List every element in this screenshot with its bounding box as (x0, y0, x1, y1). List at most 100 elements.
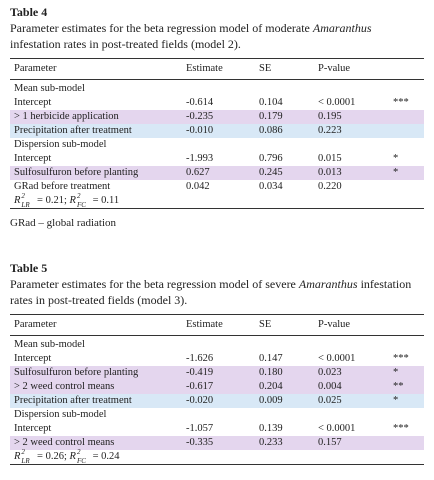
section-row: Mean sub-model (10, 82, 424, 96)
caption-text: infestation rates in post-treated fields… (10, 277, 412, 307)
stat-sub: FC (76, 201, 86, 209)
column-header: SE (259, 63, 272, 74)
cell: 0.042 (186, 181, 210, 192)
cell: * (393, 153, 399, 164)
stat-scripts: 2 LR (20, 448, 34, 465)
caption-text: Parameter estimates for the beta regress… (10, 21, 313, 35)
cell: 0.015 (318, 153, 342, 164)
table-caption: Parameter estimates for the beta regress… (10, 20, 424, 52)
cell: -0.419 (186, 367, 214, 378)
cell: 0.627 (186, 167, 210, 178)
column-header: P-value (318, 63, 351, 74)
header-row: Parameter Estimate SE P-value (10, 59, 424, 80)
cell: Intercept (14, 97, 52, 108)
cell: * (393, 367, 399, 378)
cell: 0.180 (259, 367, 283, 378)
data-row: GRad before treatment 0.042 0.034 0.220 (10, 180, 424, 194)
cell: 0.013 (318, 167, 342, 178)
cell: 0.223 (318, 125, 342, 136)
cell: * (393, 395, 399, 406)
data-row: > 2 weed control means -0.617 0.204 0.004 ** (10, 380, 424, 394)
table-block: Table 5 Parameter estimates for the beta … (10, 260, 424, 465)
column-header: Parameter (14, 63, 57, 74)
stat-sub: LR (21, 201, 30, 209)
table-caption: Parameter estimates for the beta regress… (10, 276, 424, 308)
cell: -0.020 (186, 395, 214, 406)
stat-symbol: R (14, 451, 21, 462)
cell: Precipitation after treatment (14, 395, 132, 406)
table-block: Table 4 Parameter estimates for the beta … (10, 4, 424, 229)
cell: 0.009 (259, 395, 283, 406)
data-row: Precipitation after treatment -0.020 0.009… (10, 394, 424, 408)
stat-value: = 0.21; (34, 195, 70, 206)
section-label: Mean sub-model (14, 339, 85, 350)
cell: 0.139 (259, 423, 283, 434)
cell: Intercept (14, 423, 52, 434)
stat-sup: 2 (21, 448, 25, 456)
cell: 0.086 (259, 125, 283, 136)
stat-note-row: R 2 LR = 0.21; R 2 FC = 0.11 (10, 192, 424, 209)
column-header: SE (259, 319, 272, 330)
column-header: Estimate (186, 63, 223, 74)
stat-value: = 0.24 (89, 451, 120, 462)
data-row: Intercept -1.057 0.139 < 0.0001 *** (10, 422, 424, 436)
cell: > 2 weed control means (14, 437, 115, 448)
section-row: Mean sub-model (10, 338, 424, 352)
cell: 0.179 (259, 111, 283, 122)
data-row: Precipitation after treatment -0.010 0.086… (10, 124, 424, 138)
data-row: Intercept -0.614 0.104 < 0.0001 *** (10, 96, 424, 110)
stat-sup: 2 (76, 192, 81, 200)
table-label: Table 5 (10, 261, 48, 275)
footnote: GRad – global radiation (10, 217, 117, 229)
cell: Sulfosulfuron before planting (14, 167, 139, 178)
stat-value: = 0.11 (89, 195, 120, 206)
data-row: > 1 herbicide application -0.235 0.179 0.19… (10, 110, 424, 124)
cell: 0.104 (259, 97, 283, 108)
cell: -0.614 (186, 97, 214, 108)
cell: 0.233 (259, 437, 283, 448)
stat-note: R 2 LR = 0.21; R 2 FC = 0.11 (14, 192, 120, 209)
caption-text: Parameter estimates for the beta regress… (10, 277, 299, 291)
data-row: Intercept -1.993 0.796 0.015 * (10, 152, 424, 166)
cell: Sulfosulfuron before planting (14, 367, 139, 378)
cell: *** (393, 423, 409, 434)
stat-sub: LR (21, 457, 30, 465)
data-row: Sulfosulfuron before planting 0.627 0.245 0… (10, 166, 424, 180)
data-row: Sulfosulfuron before planting -0.419 0.180… (10, 366, 424, 380)
cell: * (393, 167, 399, 178)
table: Parameter Estimate SE P-value Mean sub-model… (10, 58, 424, 209)
cell: 0.796 (259, 153, 283, 164)
cell: 0.220 (318, 181, 342, 192)
stat-value: = 0.26; (34, 451, 70, 462)
cell: 0.157 (318, 437, 342, 448)
cell: 0.023 (318, 367, 342, 378)
stat-symbol: R (69, 451, 76, 462)
cell: -0.010 (186, 125, 214, 136)
stat-scripts: 2 FC (76, 192, 90, 209)
stat-sup: 2 (76, 448, 81, 456)
cell: 0.034 (259, 181, 283, 192)
cell: -1.993 (186, 153, 214, 164)
cell: -0.335 (186, 437, 214, 448)
caption-text: infestation rates in post-treated fields… (10, 37, 241, 51)
cell: *** (393, 353, 409, 364)
cell: < 0.0001 (318, 353, 356, 364)
column-header: Parameter (14, 319, 57, 330)
cell: -1.626 (186, 353, 214, 364)
section-row: Dispersion sub-model (10, 138, 424, 152)
cell: < 0.0001 (318, 423, 356, 434)
caption-text: Amaranthus (298, 277, 358, 291)
cell: 0.004 (318, 381, 342, 392)
section-label: Dispersion sub-model (14, 409, 107, 420)
cell: > 1 herbicide application (14, 111, 119, 122)
section-row: Dispersion sub-model (10, 408, 424, 422)
stat-note-row: R 2 LR = 0.26; R 2 FC = 0.24 (10, 448, 424, 465)
cell: -0.617 (186, 381, 214, 392)
cell: 0.204 (259, 381, 283, 392)
cell: Intercept (14, 353, 52, 364)
stat-sub: FC (76, 457, 86, 465)
column-header: P-value (318, 319, 351, 330)
cell: 0.147 (259, 353, 283, 364)
data-row: > 2 weed control means -0.335 0.233 0.157 (10, 436, 424, 450)
